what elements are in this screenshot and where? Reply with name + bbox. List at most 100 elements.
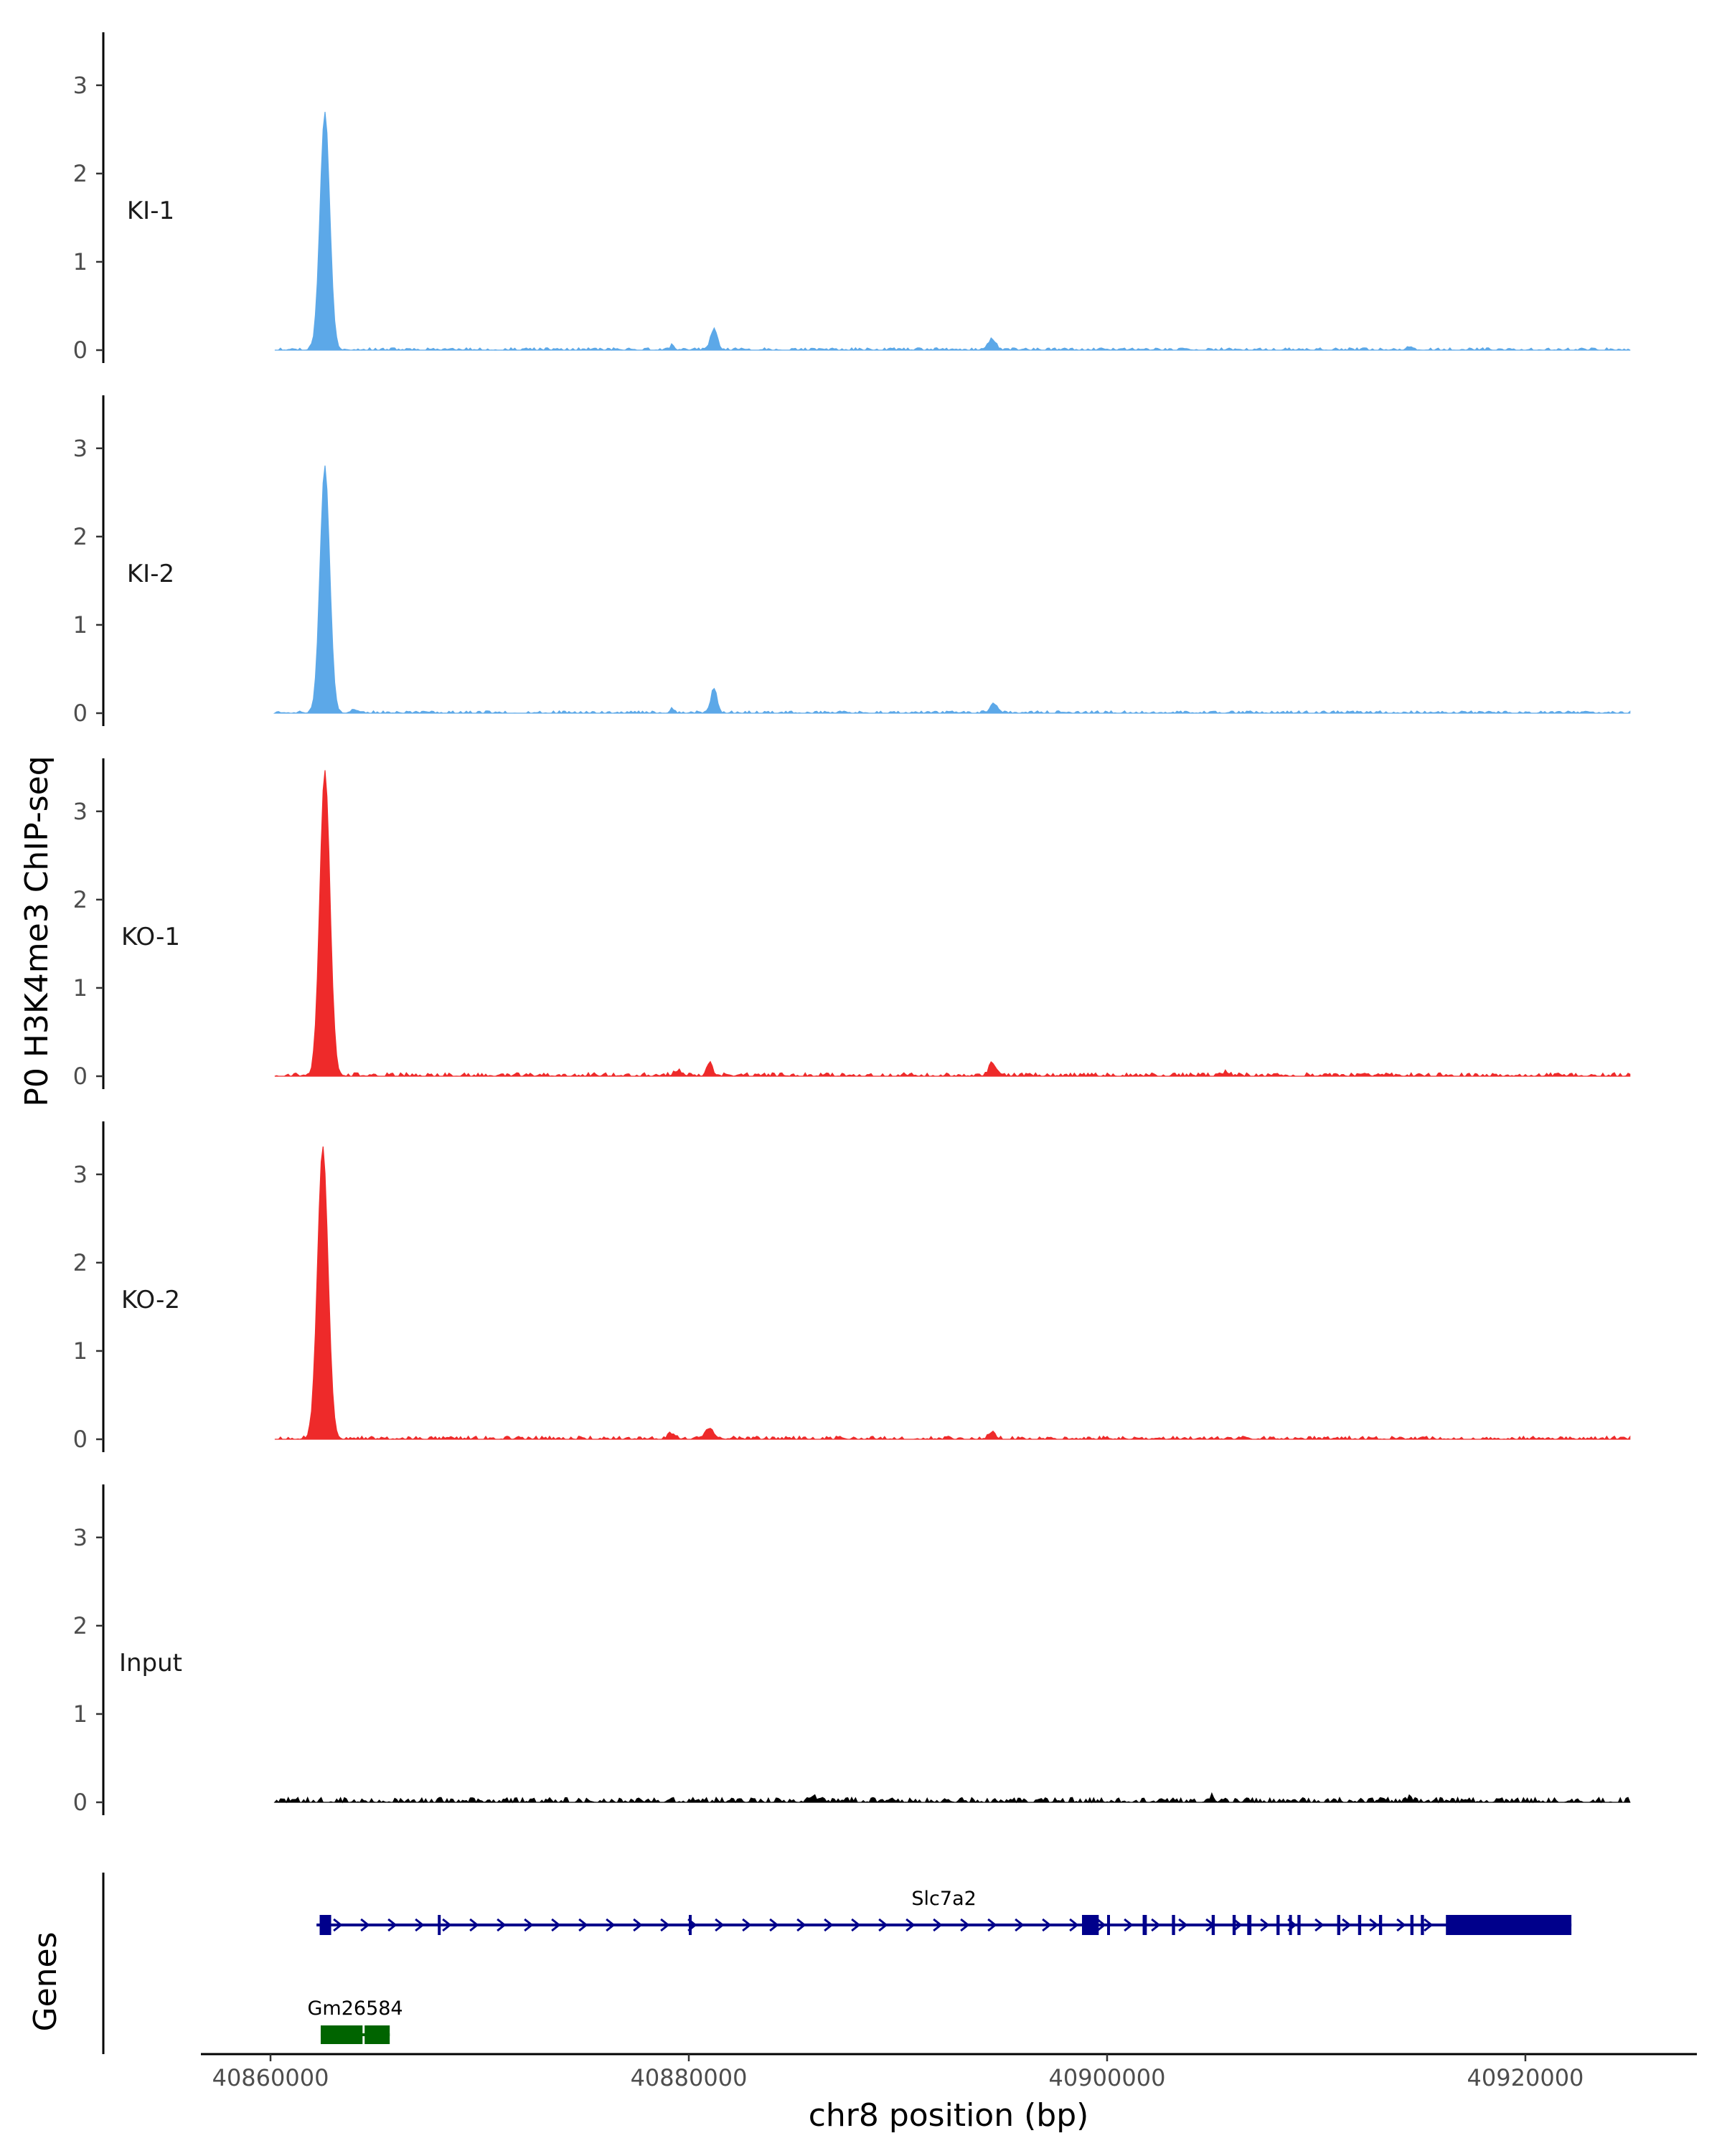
y-tick-label: 2 bbox=[73, 523, 88, 550]
strand-arrow bbox=[1342, 1918, 1352, 1932]
track-label: KI-2 bbox=[127, 560, 174, 588]
y-tick-label: 0 bbox=[73, 1426, 88, 1453]
strand-arrow bbox=[1424, 1918, 1434, 1932]
strand-arrow bbox=[1124, 1918, 1134, 1932]
exon-block bbox=[1446, 1915, 1572, 1935]
gene-slc7a2: Slc7a2 bbox=[316, 1888, 1572, 1935]
genes-layer: Slc7a2 Gm26584 bbox=[102, 1873, 1572, 2054]
exon-block bbox=[1337, 1915, 1341, 1935]
strand-arrow bbox=[660, 1918, 670, 1932]
y-tick-label: 1 bbox=[73, 248, 88, 276]
gene-label: Slc7a2 bbox=[911, 1888, 976, 1910]
strand-arrow bbox=[1314, 1918, 1325, 1932]
signal-area bbox=[273, 1792, 1631, 1804]
strand-arrow bbox=[333, 1918, 343, 1932]
exon-block bbox=[1142, 1915, 1147, 1935]
y-tick-label: 0 bbox=[73, 1063, 88, 1090]
y-tick-label: 2 bbox=[73, 886, 88, 913]
exon-block bbox=[1082, 1915, 1099, 1935]
track-label: KI-1 bbox=[127, 197, 174, 225]
strand-arrow bbox=[851, 1918, 861, 1932]
strand-arrow bbox=[960, 1918, 970, 1932]
strand-arrow bbox=[497, 1918, 507, 1932]
exon-block bbox=[320, 2025, 363, 2044]
strand-arrow bbox=[360, 1918, 370, 1932]
strand-arrow bbox=[933, 1918, 943, 1932]
strand-arrow bbox=[824, 1918, 834, 1932]
strand-arrow bbox=[1042, 1918, 1052, 1932]
y-tick-label: 3 bbox=[73, 1161, 88, 1188]
signal-area bbox=[274, 770, 1631, 1078]
track-label: KO-1 bbox=[121, 923, 180, 951]
strand-arrow bbox=[551, 1918, 561, 1932]
strand-arrow bbox=[1260, 1918, 1270, 1932]
strand-arrow bbox=[905, 1918, 916, 1932]
y-tick-label: 3 bbox=[73, 798, 88, 825]
gene-label: Gm26584 bbox=[308, 1997, 403, 2020]
strand-arrow bbox=[878, 1918, 888, 1932]
strand-arrow bbox=[1178, 1918, 1188, 1932]
strand-arrow bbox=[1096, 1918, 1106, 1932]
strand-arrow bbox=[1151, 1918, 1161, 1932]
track-label: Input bbox=[119, 1649, 182, 1677]
strand-arrow bbox=[606, 1918, 616, 1932]
strand-arrow bbox=[442, 1918, 452, 1932]
strand-arrow bbox=[524, 1918, 534, 1932]
exon-block bbox=[1232, 1915, 1236, 1935]
signal-area bbox=[273, 465, 1631, 714]
track-ko-1: 0 1 2 3 KO-1 bbox=[73, 758, 1631, 1090]
exon-block bbox=[1211, 1915, 1215, 1935]
strand-arrow bbox=[1233, 1918, 1243, 1932]
y-tick-label: 2 bbox=[73, 1249, 88, 1276]
track-label: KO-2 bbox=[121, 1286, 180, 1314]
tracks-layer: 0 1 2 3 KI-1 0 1 2 3 KI-2 0 1 2 3 KO-1 0 1 2 3 KO-2 0 1 2 3 Inpu… bbox=[73, 32, 1631, 1816]
gene-gm26584: Gm26584 bbox=[308, 1997, 403, 2044]
y-tick-label: 3 bbox=[73, 72, 88, 99]
exon-block bbox=[689, 1915, 692, 1935]
exon-block bbox=[1289, 1915, 1292, 1935]
y-tick-label: 3 bbox=[73, 435, 88, 462]
exon-block bbox=[1378, 1915, 1383, 1935]
strand-arrow bbox=[715, 1918, 725, 1932]
y-axis-title: P0 H3K4me3 ChIP-seq bbox=[19, 755, 55, 1106]
x-axis: 40860000 40880000 40900000 40920000 bbox=[201, 2053, 1697, 2091]
genes-panel-title: Genes bbox=[27, 1931, 64, 2031]
strand-arrow bbox=[1369, 1918, 1379, 1932]
track-ki-2: 0 1 2 3 KI-2 bbox=[73, 395, 1631, 727]
y-tick-label: 1 bbox=[73, 1700, 88, 1728]
exon-block bbox=[319, 1915, 331, 1935]
exon-block bbox=[1172, 1915, 1175, 1935]
strand-arrow bbox=[1396, 1918, 1406, 1932]
y-tick-label: 2 bbox=[73, 160, 88, 187]
y-tick-label: 1 bbox=[73, 1337, 88, 1365]
strand-arrow bbox=[1069, 1918, 1079, 1932]
exon-block bbox=[1410, 1915, 1414, 1935]
strand-arrow bbox=[769, 1918, 779, 1932]
track-input: 0 1 2 3 Input bbox=[73, 1484, 1631, 1816]
strand-arrow bbox=[633, 1918, 643, 1932]
strand-arrow bbox=[387, 1918, 397, 1932]
y-tick-label: 0 bbox=[73, 700, 88, 727]
signal-area bbox=[274, 111, 1631, 351]
y-tick-label: 1 bbox=[73, 611, 88, 639]
exon-block bbox=[1358, 1915, 1362, 1935]
strand-arrow bbox=[469, 1918, 479, 1932]
y-tick-label: 1 bbox=[73, 974, 88, 1002]
exon-block bbox=[1297, 1915, 1301, 1935]
x-tick-label: 40920000 bbox=[1467, 2064, 1584, 2091]
exon-block bbox=[1276, 1915, 1280, 1935]
exon-block bbox=[438, 1915, 441, 1935]
x-tick-label: 40900000 bbox=[1049, 2064, 1166, 2091]
strand-arrow bbox=[415, 1918, 425, 1932]
x-tick-label: 40860000 bbox=[212, 2064, 329, 2091]
track-ki-1: 0 1 2 3 KI-1 bbox=[73, 32, 1631, 364]
strand-arrow bbox=[796, 1918, 806, 1932]
y-tick-label: 0 bbox=[73, 1789, 88, 1816]
x-axis-title: chr8 position (bp) bbox=[809, 2097, 1089, 2134]
strand-arrow bbox=[987, 1918, 997, 1932]
track-ko-2: 0 1 2 3 KO-2 bbox=[73, 1121, 1631, 1453]
strand-arrow bbox=[578, 1918, 588, 1932]
exon-block bbox=[364, 2025, 390, 2044]
